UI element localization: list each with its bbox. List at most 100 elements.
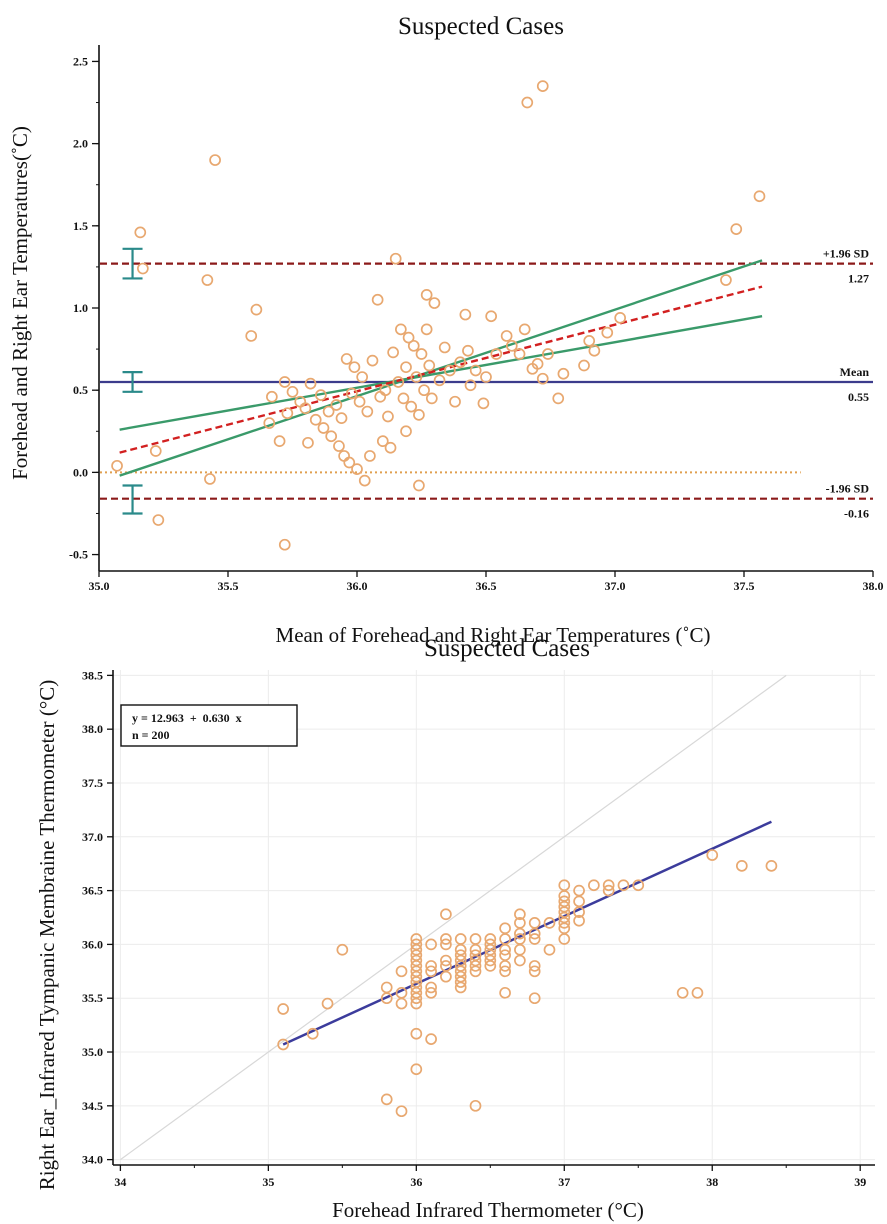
data-point [438,341,451,354]
data-point [543,943,556,956]
data-point [397,392,410,405]
chart2-x-tick-label: 38 [706,1175,718,1189]
chart2-y-tick-label: 37.5 [82,776,103,790]
data-point [528,960,541,972]
data-point [134,226,147,239]
data-point [384,441,397,454]
ci-error-bar [122,484,143,515]
data-point [440,954,452,967]
data-point [469,960,482,972]
ci-error-bar [122,371,143,393]
data-point [413,408,425,421]
data-point [558,917,571,929]
data-point [521,96,534,109]
data-point [317,422,330,434]
data-point [322,405,335,418]
data-point [558,933,571,945]
data-point [428,297,441,309]
data-point [277,1003,290,1015]
data-point [201,274,214,286]
data-point [518,323,531,336]
chart1-y-tick-label: 1.0 [73,301,88,315]
data-point [364,450,376,462]
data-point [499,943,511,956]
data-point [400,425,412,438]
data-point [245,330,258,342]
data-point [469,364,482,377]
data-point [405,400,418,413]
data-point [335,412,348,424]
data-point [543,917,556,929]
data-point [209,154,221,166]
reference-line-label: Mean [840,365,870,379]
chart2-title: Suspected Cases [424,635,590,662]
data-point [425,986,437,999]
data-point [286,385,299,398]
data-point [542,348,554,360]
data-point [617,879,630,892]
chart2-x-tick-label: 37 [558,1175,570,1189]
data-point [250,303,263,316]
data-point [410,997,423,1010]
data-point [440,908,452,921]
data-point [444,364,456,377]
data-point [578,359,590,372]
chart2-y-tick-label: 34.0 [82,1153,103,1167]
data-point [278,376,291,388]
data-point [477,397,490,410]
chart2-y-tick-label: 36.0 [82,937,103,951]
data-point [602,884,615,897]
data-point [514,954,526,967]
chart1-y-tick-label: 0.5 [73,383,88,397]
data-point [387,346,399,359]
data-point [273,435,286,447]
confidence-band-line [119,259,763,477]
data-point [380,1093,393,1106]
data-point [348,361,361,374]
data-point [464,379,477,392]
data-point [410,1027,423,1040]
data-point [376,435,389,447]
reference-line-label: +1.96 SD [823,247,870,261]
data-point [395,1105,408,1118]
data-point [395,323,407,336]
reference-line-value: 1.27 [848,272,869,286]
data-point [552,392,565,405]
data-point [111,459,123,472]
chart2-y-tick-label: 34.5 [82,1099,103,1113]
data-point [420,323,433,336]
data-point [415,348,428,360]
data-point [340,353,353,365]
data-point [765,859,778,872]
data-point [410,371,423,383]
data-point [454,933,467,945]
chart2-x-axis-label: Forehead Infrared Thermometer (°C) [332,1198,644,1222]
data-point [528,917,541,929]
chart1-x-tick-label: 37.0 [605,579,626,593]
scatter-regression-chart: Suspected Cases 34 35 36 37 38 39 34.0 34.5 35.0… [35,635,875,1222]
data-point [149,445,162,457]
data-point [505,339,518,352]
chart2-x-tick-label: 35 [262,1175,274,1189]
chart2-y-axis-label: Right Ear_Infrared Tympanic Membraine Th… [35,680,59,1191]
data-point [499,922,511,935]
data-point [753,190,766,203]
data-point [583,335,596,347]
data-point [601,326,614,339]
data-point [389,252,402,265]
data-point [602,879,615,892]
chart1-y-tick-label: 0.0 [73,465,88,479]
data-point [418,384,430,397]
data-point [366,354,379,367]
data-point [528,933,541,945]
chart2-y-tick-label: 38.5 [82,668,103,682]
data-point [407,339,420,352]
data-point [137,262,149,275]
data-point [299,402,312,415]
data-point [361,405,374,418]
data-point [425,960,437,972]
chart2-x-tick-label: 39 [854,1175,866,1189]
data-point [395,965,408,978]
data-point [309,413,322,426]
chart2-y-tick-label: 36.5 [82,884,103,898]
